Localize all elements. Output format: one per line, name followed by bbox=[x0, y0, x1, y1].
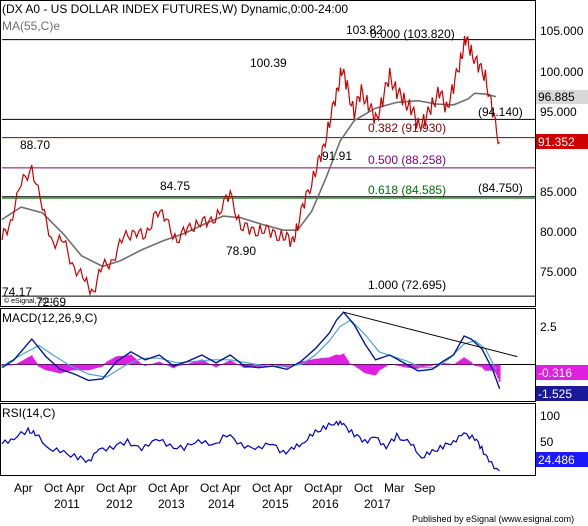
fib-label-500: 0.500 (88.258) bbox=[368, 153, 446, 167]
macd-series bbox=[1, 311, 535, 389]
month-tick-14: Mar bbox=[384, 481, 405, 495]
year-tick-2011: 2011 bbox=[54, 497, 80, 511]
copyright-note: © eSignal, 2011 bbox=[4, 297, 54, 305]
macd-value: -1.525 bbox=[538, 387, 572, 401]
price-series bbox=[1, 35, 500, 297]
fib-label-618: 0.618 (84.585) bbox=[368, 183, 446, 197]
macd-line bbox=[1, 311, 501, 389]
last-price: 91.352 bbox=[538, 135, 575, 149]
fib-labels: 0.000 (103.820) (94.140) 0.382 (91.930) … bbox=[368, 27, 523, 292]
rsi-series bbox=[1, 419, 501, 472]
rsi-tick-100: 100 bbox=[540, 409, 560, 423]
price-tick-95: 95.000 bbox=[540, 105, 577, 119]
price-tick-85: 85.000 bbox=[540, 185, 577, 199]
month-tick-8: Apr bbox=[222, 481, 241, 495]
year-tick-2015: 2015 bbox=[262, 497, 289, 511]
macd-signal-box bbox=[536, 365, 588, 380]
price-tick-105: 105.000 bbox=[540, 24, 584, 38]
price-annotations: 103.82 100.39 88.70 84.75 78.90 91.91 72… bbox=[2, 23, 383, 309]
last-price-box bbox=[536, 134, 588, 149]
month-tick-1: Oct bbox=[44, 481, 63, 495]
annotation-84-75: 84.75 bbox=[160, 179, 190, 193]
month-tick-0: Apr bbox=[14, 481, 33, 495]
annotation-88-70: 88.70 bbox=[20, 138, 50, 152]
fib-label-1000: 1.000 (72.695) bbox=[368, 278, 446, 292]
month-tick-13: Oct bbox=[354, 481, 373, 495]
ma-value: 96.885 bbox=[538, 90, 575, 104]
price-tick-80: 80.000 bbox=[540, 225, 577, 239]
month-tick-11: Oct bbox=[304, 481, 323, 495]
price-panel bbox=[0, 0, 536, 307]
fibonacci-levels bbox=[2, 39, 535, 297]
month-tick-12: Apr bbox=[324, 481, 343, 495]
year-tick-2012: 2012 bbox=[106, 497, 133, 511]
fib-label-84-75: (84.750) bbox=[478, 181, 523, 195]
price-tick-75: 75.000 bbox=[540, 265, 577, 279]
macd-signal-value: -0.316 bbox=[538, 366, 572, 380]
footer-credit: Published by eSignal (www.esignal.com) bbox=[412, 514, 574, 524]
fib-label-382: 0.382 (91.930) bbox=[368, 121, 446, 135]
annotation-78-90: 78.90 bbox=[226, 244, 256, 258]
macd-value-box bbox=[536, 386, 588, 401]
rsi-value-box bbox=[536, 452, 588, 467]
annotation-72-69: 72.69 bbox=[36, 295, 66, 309]
time-axis: Apr Oct Apr Oct Apr Oct Apr Oct Apr Oct Apr Oct Apr O… bbox=[14, 481, 436, 511]
annotation-100-39: 100.39 bbox=[250, 56, 287, 70]
month-tick-6: Apr bbox=[170, 481, 189, 495]
year-tick-2013: 2013 bbox=[158, 497, 185, 511]
rsi-tick-50: 50 bbox=[540, 435, 554, 449]
month-tick-4: Apr bbox=[118, 481, 137, 495]
chart-title: (DX A0 - US DOLLAR INDEX FUTURES,W) Dyna… bbox=[2, 2, 348, 16]
rsi-title: RSI(14,C) bbox=[2, 406, 55, 420]
price-line bbox=[1, 35, 500, 297]
ma-value-box bbox=[536, 90, 588, 104]
month-tick-3: Oct bbox=[96, 481, 115, 495]
macd-tick-2-5: 2.5 bbox=[540, 320, 557, 334]
rsi-line bbox=[1, 419, 501, 472]
price-tick-100: 100.000 bbox=[540, 65, 584, 79]
month-tick-15: Sep bbox=[414, 481, 436, 495]
month-tick-5: Oct bbox=[148, 481, 167, 495]
year-tick-2014: 2014 bbox=[208, 497, 235, 511]
rsi-panel bbox=[0, 403, 536, 476]
ma-legend: MA(55,C)e bbox=[2, 19, 60, 33]
macd-trendline bbox=[343, 311, 518, 358]
macd-signal-line bbox=[1, 319, 497, 378]
annotation-103-82: 103.82 bbox=[346, 23, 383, 37]
month-tick-10: Apr bbox=[274, 481, 293, 495]
ma-line bbox=[1, 92, 497, 268]
fib-label-94: (94.140) bbox=[478, 105, 523, 119]
price-axis: 105.000 100.000 95.000 85.000 80.000 75.… bbox=[540, 24, 584, 279]
month-tick-7: Oct bbox=[200, 481, 219, 495]
annotation-74-17: 74.17 bbox=[2, 285, 32, 299]
annotation-91-91: 91.91 bbox=[322, 149, 352, 163]
rsi-value: 24.486 bbox=[538, 453, 575, 467]
fib-label-0: 0.000 (103.820) bbox=[370, 27, 455, 41]
year-tick-2016: 2016 bbox=[312, 497, 339, 511]
year-tick-2017: 2017 bbox=[364, 497, 391, 511]
month-tick-2: Apr bbox=[66, 481, 85, 495]
macd-panel bbox=[0, 308, 536, 402]
macd-title: MACD(12,26,9,C) bbox=[2, 311, 97, 325]
month-tick-9: Oct bbox=[252, 481, 271, 495]
